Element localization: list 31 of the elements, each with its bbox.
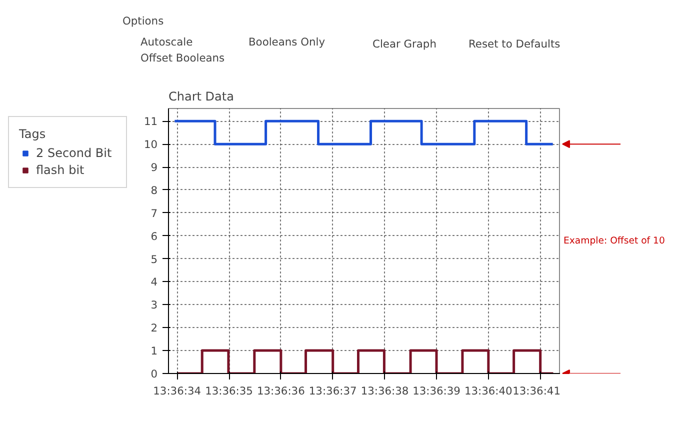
legend-title: Tags <box>19 127 47 141</box>
y-tick-label: 7 <box>150 206 158 220</box>
x-tick-label: 13:36:34 <box>153 384 202 398</box>
x-tick-label: 13:36:39 <box>412 384 461 398</box>
x-tick-label: 13:36:37 <box>308 384 357 398</box>
chart-title: Chart Data <box>168 90 234 104</box>
y-tick-label: 10 <box>144 138 158 152</box>
text: Clear Graph <box>372 38 436 50</box>
y-tick-label: 11 <box>144 115 158 128</box>
y-tick-label: 8 <box>150 184 158 197</box>
text: Example: Offset of 10 <box>564 236 665 246</box>
text: Booleans Only <box>248 36 325 48</box>
legend-label: flash bit <box>36 163 86 177</box>
y-tick-label: 5 <box>150 252 158 266</box>
text: Options <box>122 14 164 28</box>
x-tick-label: 13:36:38 <box>360 384 409 398</box>
y-tick-label: 4 <box>150 276 158 289</box>
y-tick-label: 0 <box>150 368 158 380</box>
x-tick-label: 13:36:41 <box>512 384 561 398</box>
text: Offset Booleans <box>140 52 226 64</box>
y-tick-label: 3 <box>150 298 158 312</box>
y-tick-label: 1 <box>150 344 158 358</box>
legend-label: 2 Second Bit <box>36 146 113 160</box>
x-tick-label: 13:36:40 <box>464 384 513 398</box>
x-tick-label: 13:36:35 <box>205 384 253 398</box>
y-tick-label: 9 <box>150 161 158 174</box>
text: Autoscale <box>140 36 193 48</box>
y-tick-label: 6 <box>150 230 158 243</box>
x-tick-label: 13:36:36 <box>256 384 306 398</box>
text: Reset to Defaults <box>468 38 561 50</box>
y-tick-label: 2 <box>150 322 158 335</box>
